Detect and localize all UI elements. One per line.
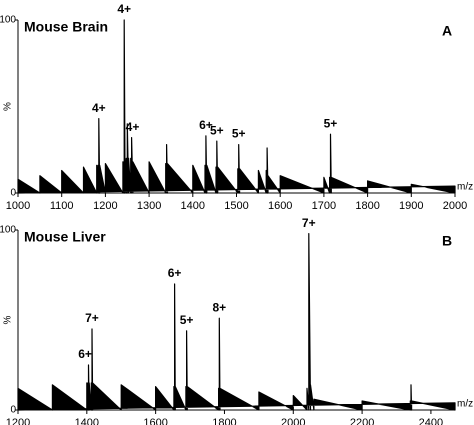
x-tick-label: 1300 <box>137 200 161 212</box>
x-tick-label: 2200 <box>350 417 374 425</box>
x-tick-label: 1400 <box>181 200 205 212</box>
x-tick-label: 1800 <box>212 417 236 425</box>
x-tick-label: 1700 <box>312 200 336 212</box>
panel-title: Mouse Brain <box>24 19 108 35</box>
x-tick-label: 2000 <box>281 417 305 425</box>
panel-title: Mouse Liver <box>24 229 106 245</box>
x-tick-label: 1500 <box>224 200 248 212</box>
y-axis-label: % <box>3 102 14 111</box>
x-axis-label: m/z <box>457 182 473 193</box>
panel-label: B <box>442 233 452 249</box>
spectrum <box>17 19 456 194</box>
charge-label: 4+ <box>92 101 106 115</box>
x-axis-label: m/z <box>457 399 473 410</box>
spectrum <box>17 233 456 411</box>
y-tick-label: 0 <box>10 188 16 199</box>
x-tick-label: 1100 <box>50 200 74 212</box>
y-tick-label: 100 <box>0 15 16 26</box>
x-tick-label: 1000 <box>6 200 30 212</box>
panel-label: A <box>442 23 452 39</box>
x-tick-label: 1800 <box>355 200 379 212</box>
y-tick-label: 0 <box>10 405 16 416</box>
x-tick-label: 2000 <box>443 200 467 212</box>
x-tick-label: 1600 <box>143 417 167 425</box>
charge-label: 5+ <box>324 116 338 130</box>
charge-label: 4+ <box>126 120 140 134</box>
charge-label: 4+ <box>117 2 131 16</box>
x-tick-label: 1200 <box>6 417 30 425</box>
charge-label: 6+ <box>168 266 182 280</box>
x-tick-label: 1400 <box>75 417 99 425</box>
charge-label: 6+ <box>199 118 213 132</box>
y-axis-label: % <box>3 315 14 324</box>
charge-label: 5+ <box>210 123 224 137</box>
x-tick-label: 1600 <box>268 200 292 212</box>
charge-label: 7+ <box>302 216 316 230</box>
x-tick-label: 1900 <box>399 200 423 212</box>
charge-label: 5+ <box>232 127 246 141</box>
charge-label: 5+ <box>180 313 194 327</box>
x-tick-label: 1200 <box>93 200 117 212</box>
charge-label: 7+ <box>85 311 99 325</box>
charge-label: 8+ <box>212 300 226 314</box>
charge-label: 6+ <box>78 347 92 361</box>
y-tick-label: 100 <box>0 225 16 236</box>
x-tick-label: 2400 <box>419 417 443 425</box>
